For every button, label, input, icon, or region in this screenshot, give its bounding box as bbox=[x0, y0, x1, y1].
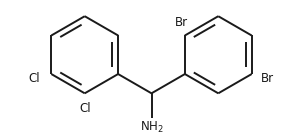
Text: Cl: Cl bbox=[79, 102, 91, 115]
Text: Br: Br bbox=[261, 72, 275, 85]
Text: NH$_2$: NH$_2$ bbox=[140, 120, 163, 135]
Text: Br: Br bbox=[175, 16, 188, 29]
Text: Cl: Cl bbox=[28, 72, 40, 85]
